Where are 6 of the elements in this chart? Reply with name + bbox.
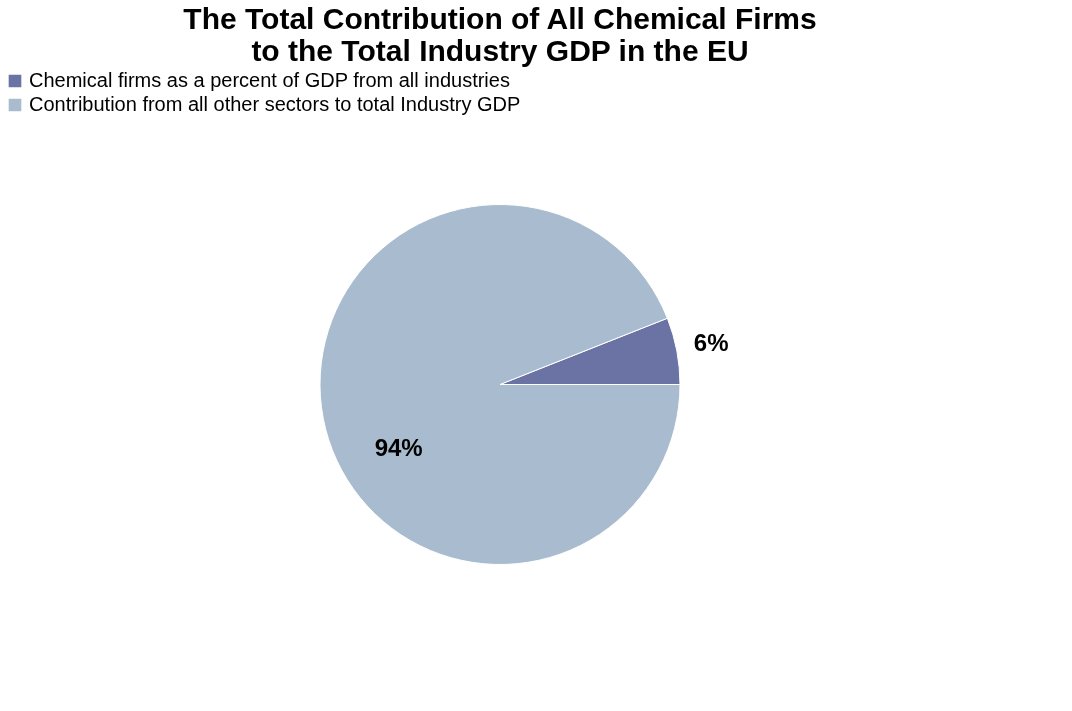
chart-title: The Total Contribution of All Chemical Firms to the Total Industry GDP in the EU (183, 2, 817, 67)
pie-slice (319, 204, 681, 565)
data-label: 6% (693, 329, 729, 357)
data-label: 94% (374, 433, 423, 461)
legend-label: Contribution from all other sectors to total Industry GDP (29, 93, 521, 115)
legend-label: Chemical firms as a percent of GDP from all industries (29, 69, 510, 91)
